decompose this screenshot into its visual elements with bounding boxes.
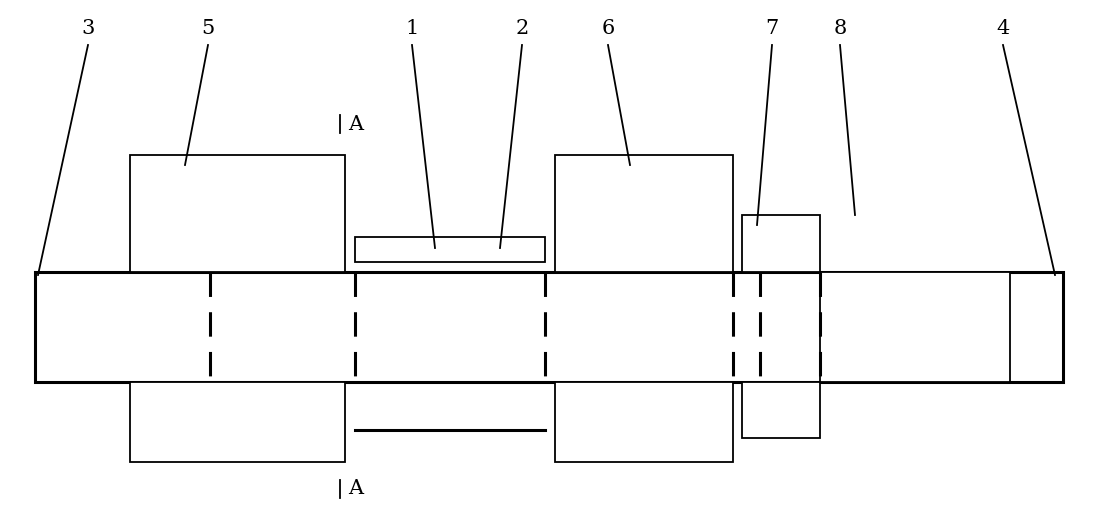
Text: 7: 7 [765, 18, 778, 37]
Text: A: A [348, 115, 363, 134]
Text: 1: 1 [406, 18, 419, 37]
Text: 4: 4 [997, 18, 1010, 37]
Bar [35, 272, 1063, 382]
Text: A: A [348, 480, 363, 499]
Text: 5: 5 [201, 18, 214, 37]
Bar [555, 382, 733, 462]
Text: 3: 3 [81, 18, 95, 37]
Text: 2: 2 [516, 18, 529, 37]
Bar [130, 155, 345, 272]
Bar [555, 155, 733, 272]
Text: 8: 8 [833, 18, 847, 37]
Bar [742, 215, 820, 272]
Bar [130, 382, 345, 462]
Text: 6: 6 [601, 18, 614, 37]
Bar [742, 382, 820, 438]
Bar [355, 237, 545, 262]
Bar [820, 272, 1010, 382]
